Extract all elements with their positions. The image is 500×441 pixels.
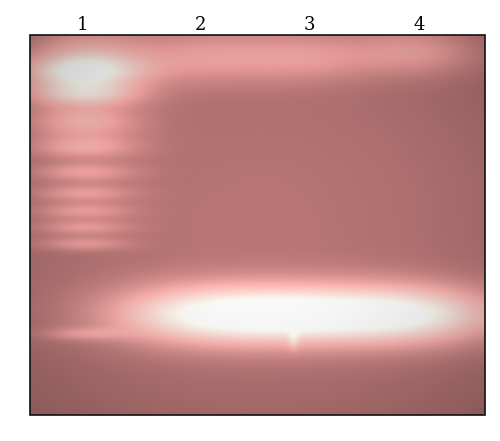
Text: 3: 3 [304,16,316,34]
Text: 2: 2 [195,16,206,34]
Text: 4: 4 [414,16,424,34]
Text: 1: 1 [76,16,88,34]
